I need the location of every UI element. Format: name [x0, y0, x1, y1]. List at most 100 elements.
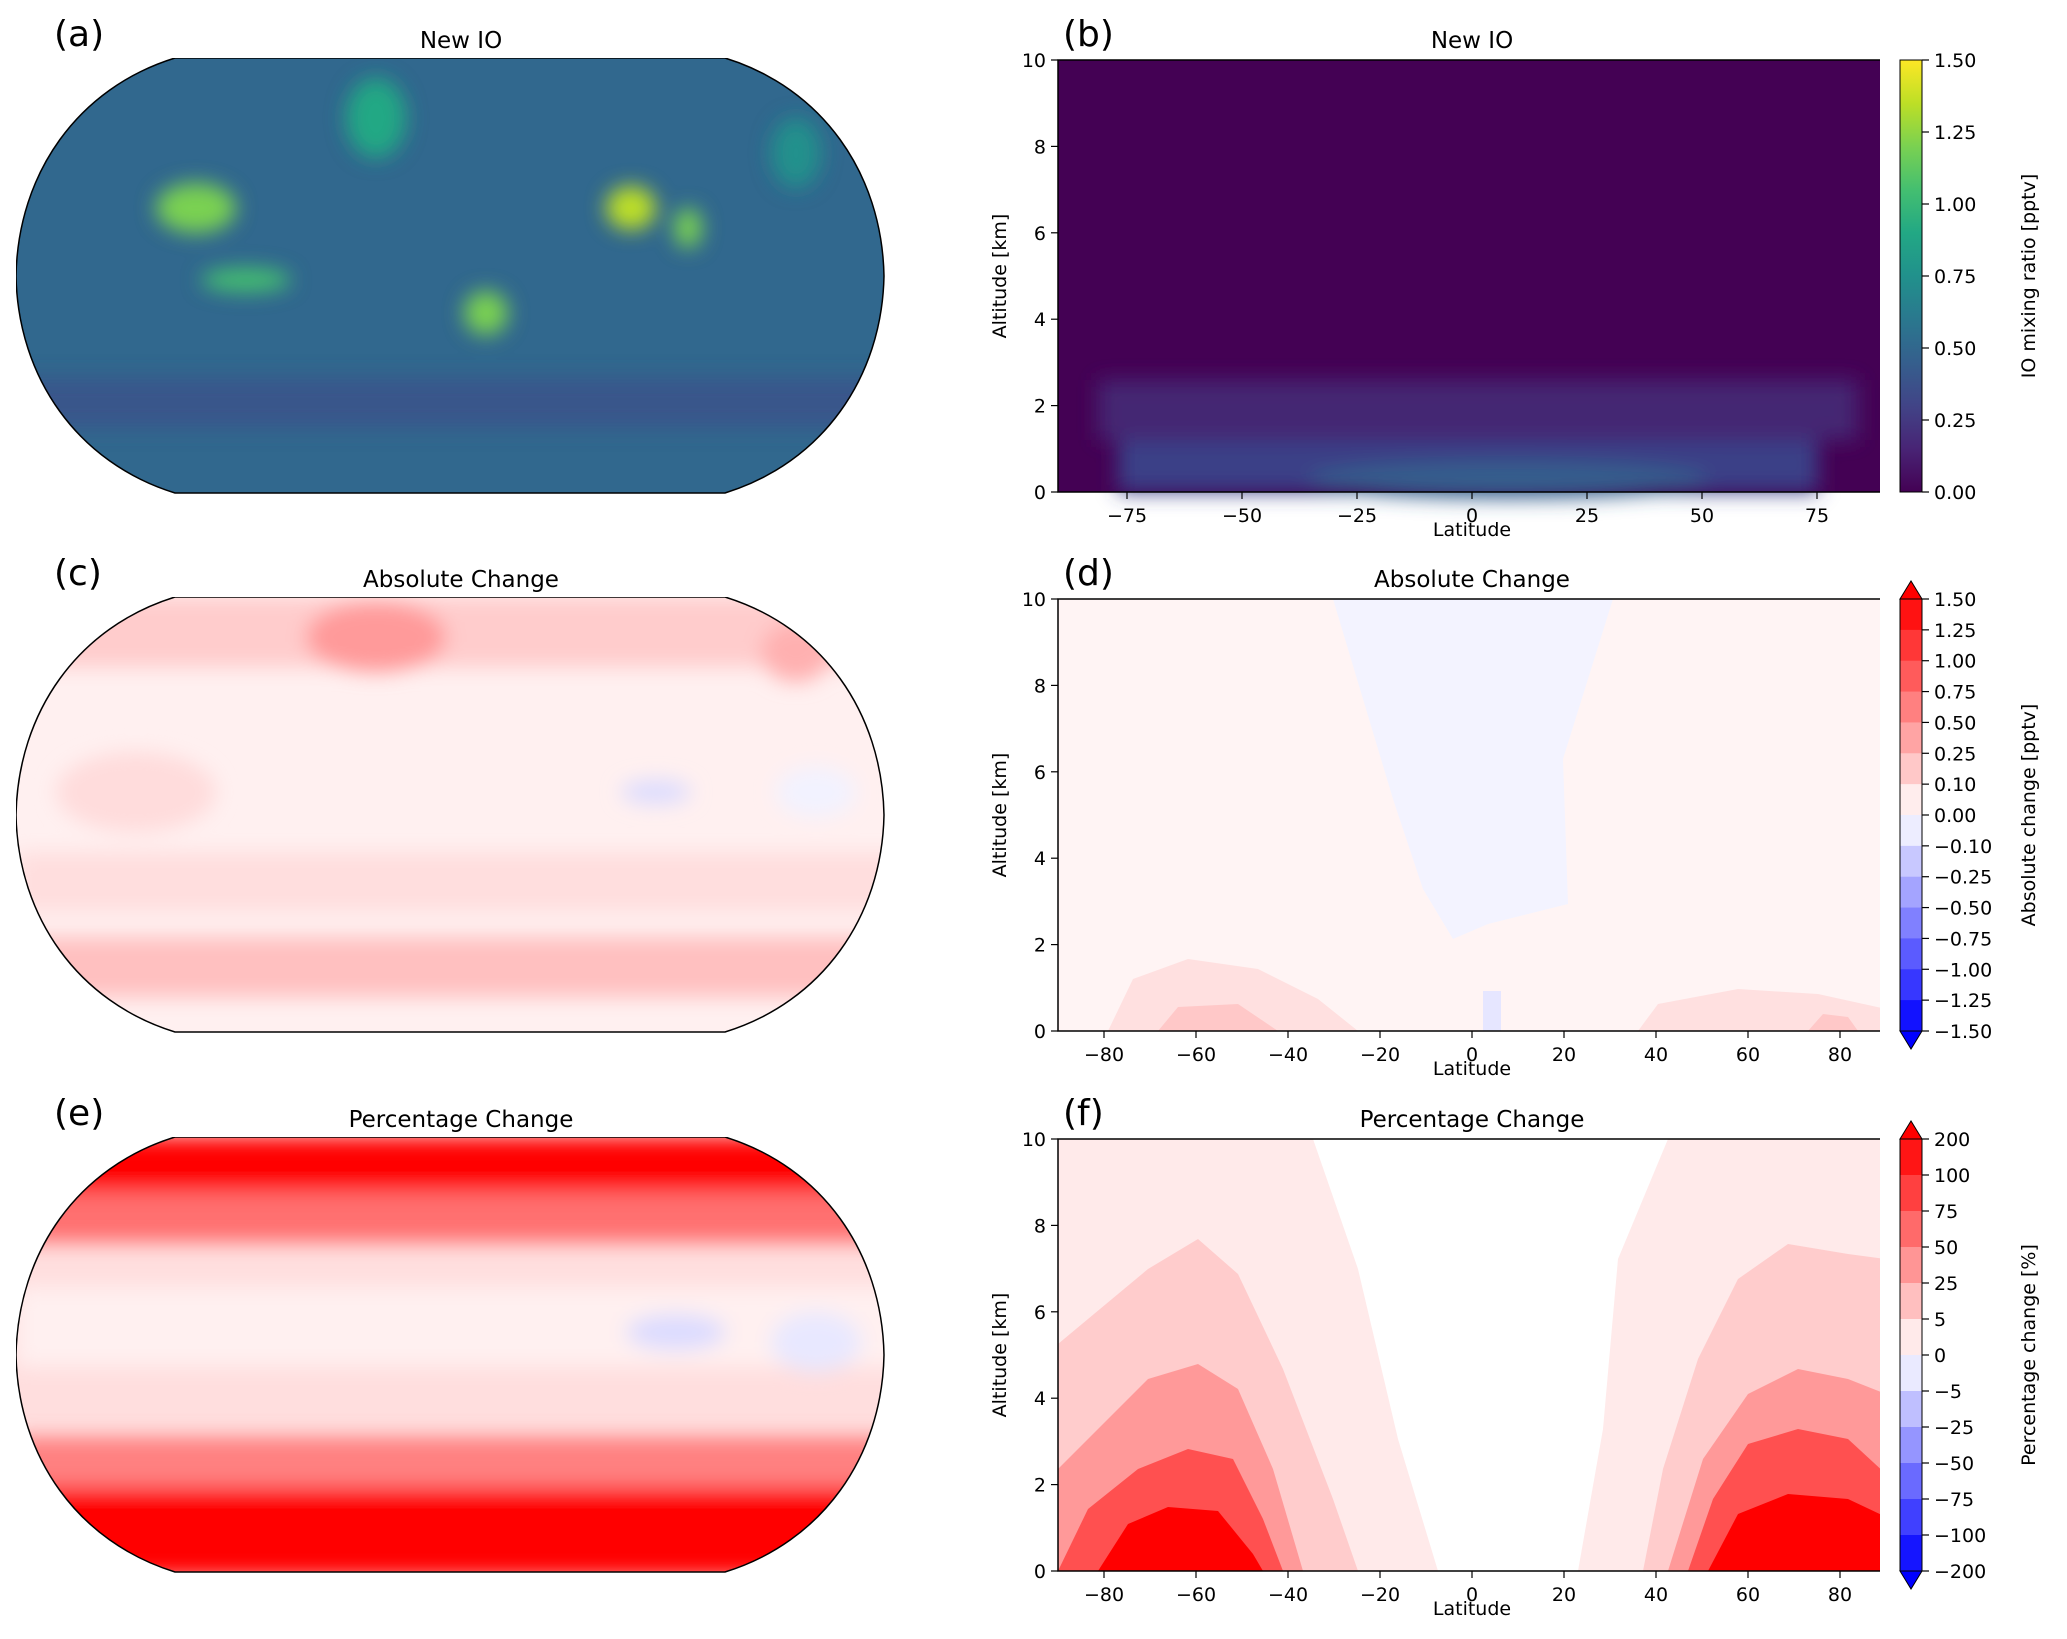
colorbar-d-segment	[1900, 784, 1922, 816]
colorbar-b-label: IO mixing ratio [pptv]	[2018, 174, 2040, 379]
colorbar-d-tick-label: 0.25	[1934, 743, 1976, 765]
plot-b-yaxis: 0 2 4 6 8 10	[1022, 50, 1058, 504]
colorbar-f-tick-label: 100	[1934, 1165, 1970, 1187]
colorbar-f-body	[1899, 1120, 1923, 1590]
colorbar-d-tick-label: −1.25	[1934, 990, 1992, 1012]
plot-b-tropical-surface	[1308, 462, 1708, 498]
plot-d-ytick-label: 0	[1034, 1021, 1046, 1043]
colorbar-f-tick-label: 200	[1934, 1129, 1970, 1151]
colorbar-d-segment	[1900, 722, 1922, 754]
plot-f-xtick-label: 80	[1828, 1584, 1852, 1606]
panel-letter-f: (f)	[1063, 1093, 1104, 1134]
colorbar-d-tick-label: −1.00	[1934, 959, 1992, 981]
colorbar-d-segment	[1900, 969, 1922, 1001]
colorbar-f-segment	[1900, 1463, 1922, 1500]
colorbar-d-extend-bottom	[1899, 1030, 1923, 1050]
colorbar-f-segment	[1900, 1499, 1922, 1536]
colorbar-d-tick-label: 0.75	[1934, 682, 1976, 704]
colorbar-f-segment	[1900, 1427, 1922, 1464]
plot-d-south-surface	[1108, 959, 1358, 1031]
colorbar-f-tick-label: −50	[1934, 1453, 1974, 1475]
plot-d-xtick-label: −20	[1360, 1044, 1400, 1066]
colorbar-f-segment	[1900, 1139, 1922, 1176]
map-e-frame	[16, 1137, 885, 1573]
colorbar-f-segment	[1900, 1283, 1922, 1320]
plot-b-xaxis: −75 −50 −25 0 25 50 75	[1107, 492, 1829, 527]
plot-f-ytick-label: 6	[1034, 1302, 1046, 1324]
plot-b-ylabel: Altitude [km]	[989, 214, 1011, 339]
plot-d-ytick-label: 10	[1022, 589, 1046, 611]
plot-d-ytick-label: 2	[1034, 935, 1046, 957]
plot-f-xtick-label: 0	[1466, 1584, 1478, 1606]
plot-d-ytick-label: 4	[1034, 848, 1046, 870]
map-a	[16, 58, 885, 494]
plot-d-ytick-label: 8	[1034, 675, 1046, 697]
colorbar-d-segment	[1900, 629, 1922, 662]
colorbar-f-tick-label: −200	[1934, 1561, 1986, 1583]
colorbar-b-tick-label: 0.25	[1934, 410, 1976, 432]
plot-b-xtick-label: −25	[1337, 505, 1377, 527]
panel-letter-a: (a)	[54, 14, 105, 55]
plot-d: −80 −60 −40 −20 0 20 40 60 80 0 2 4 6 8 10 Latitude A…	[989, 589, 1880, 1080]
colorbar-f-segment	[1900, 1247, 1922, 1284]
colorbar-f-tick-label: 75	[1934, 1201, 1958, 1223]
colorbar-d-segment	[1900, 907, 1922, 939]
plot-f-title: Percentage Change	[1359, 1107, 1585, 1133]
colorbar-d-segment	[1900, 599, 1922, 631]
colorbar-d-segment	[1900, 845, 1922, 878]
colorbar-f-tick-label: −25	[1934, 1417, 1974, 1439]
panel-letter-e: (e)	[54, 1093, 105, 1134]
plot-f-ytick-label: 4	[1034, 1388, 1046, 1410]
colorbar-f-segment	[1900, 1319, 1922, 1356]
plot-b-title: New IO	[1430, 28, 1514, 54]
plot-f-xtick-label: 20	[1552, 1584, 1576, 1606]
plot-b-xtick-label: 25	[1575, 505, 1599, 527]
plot-f-xtick-label: 60	[1736, 1584, 1760, 1606]
colorbar-d-tick-label: −1.50	[1934, 1021, 1992, 1043]
map-a-hotspot-gulf-guinea	[464, 291, 508, 335]
plot-b-ytick-label: 0	[1034, 482, 1046, 504]
colorbar-f-tick-label: 0	[1934, 1345, 1946, 1367]
plot-f-xaxis: −80 −60 −40 −20 0 20 40 60 80	[1084, 1571, 1852, 1606]
map-c-subtropic-band	[16, 852, 884, 912]
map-a-title: New IO	[419, 28, 503, 54]
map-c-north-atlantic	[306, 602, 446, 672]
map-a-hotspot-north-atl	[346, 78, 406, 158]
map-a-hotspot-pacific	[156, 183, 236, 233]
map-c-frame	[16, 597, 885, 1033]
plot-b-ytick-label: 2	[1034, 396, 1046, 418]
colorbar-d-tick-label: −0.10	[1934, 836, 1992, 858]
plot-f-south-l5	[1098, 1507, 1263, 1571]
plot-d-eq-surface-neg	[1483, 991, 1501, 1031]
plot-f-ytick-label: 0	[1034, 1561, 1046, 1583]
colorbar-f-tick-label: 50	[1934, 1237, 1958, 1259]
plot-f-ytick-label: 8	[1034, 1215, 1046, 1237]
plot-f-ytick-label: 10	[1022, 1129, 1046, 1151]
plot-d-title: Absolute Change	[1374, 567, 1570, 593]
colorbar-f-extend-top	[1899, 1120, 1923, 1140]
panel-letter-b: (b)	[1063, 14, 1114, 55]
colorbar-f-tick-label: 25	[1934, 1273, 1958, 1295]
colorbar-b-gradient	[1899, 59, 1923, 493]
plot-b-xtick-label: −75	[1107, 505, 1147, 527]
colorbar-d-tick-label: 0.00	[1934, 805, 1976, 827]
colorbar-d-tick-label: −0.50	[1934, 898, 1992, 920]
plot-b-ytick-label: 6	[1034, 223, 1046, 245]
plot-f-xlabel: Latitude	[1433, 1598, 1511, 1620]
plot-d-xtick-label: −40	[1268, 1044, 1308, 1066]
map-e	[16, 1137, 885, 1573]
plot-b-xtick-label: 75	[1805, 505, 1829, 527]
plot-d-south-core	[1158, 1004, 1278, 1031]
plot-d-negative-plume	[1333, 599, 1613, 939]
map-e-title: Percentage Change	[348, 1107, 574, 1133]
plot-f-xtick-label: −40	[1268, 1584, 1308, 1606]
plot-d-xtick-label: −80	[1084, 1044, 1124, 1066]
map-e-tropical-light	[16, 1287, 884, 1367]
map-c-indian-negative	[621, 780, 691, 804]
colorbar-b-tick-label: 0.75	[1934, 266, 1976, 288]
plot-f-north-l5	[1708, 1494, 1880, 1571]
map-a-hotspot-japan	[771, 118, 821, 188]
colorbar-b-tick-label: 1.00	[1934, 194, 1976, 216]
